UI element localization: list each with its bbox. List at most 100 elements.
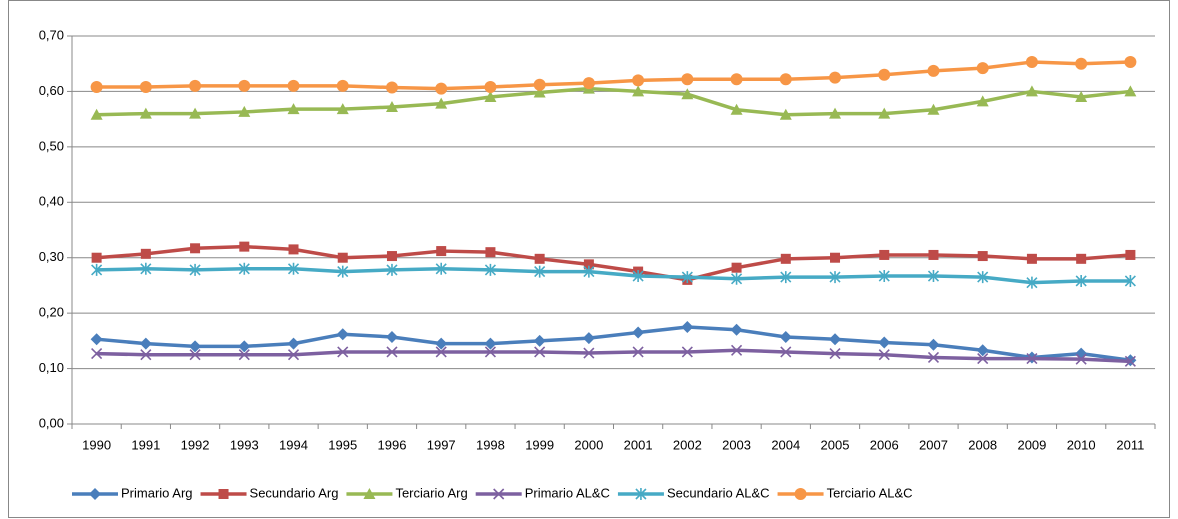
marker <box>582 332 595 345</box>
marker <box>287 337 300 350</box>
marker <box>830 252 841 263</box>
marker <box>239 241 250 252</box>
marker <box>681 88 694 100</box>
marker <box>485 247 496 258</box>
x-tick-label: 1997 <box>427 437 456 452</box>
y-tick-label: 0,60 <box>39 83 64 98</box>
marker <box>878 68 891 81</box>
marker <box>829 271 841 284</box>
marker <box>189 107 202 119</box>
marker <box>582 77 595 90</box>
marker <box>91 252 102 263</box>
marker <box>140 248 151 259</box>
marker <box>484 263 496 276</box>
marker <box>976 62 989 75</box>
marker <box>189 340 202 353</box>
marker <box>632 270 644 283</box>
marker <box>533 78 546 91</box>
legend-entry: Primario AL&C <box>475 485 610 500</box>
marker <box>780 253 791 264</box>
marker <box>484 346 496 358</box>
marker <box>218 489 229 499</box>
marker <box>436 246 447 257</box>
marker <box>287 262 300 275</box>
x-tick-label: 1999 <box>525 437 554 452</box>
marker <box>1026 276 1038 289</box>
marker <box>780 271 792 284</box>
marker <box>976 344 989 357</box>
marker <box>730 323 743 336</box>
marker <box>91 348 103 360</box>
marker <box>1025 56 1038 69</box>
marker <box>731 262 742 273</box>
y-tick-label: 0,10 <box>39 360 64 375</box>
marker <box>1124 85 1137 97</box>
x-tick-label: 1993 <box>230 437 259 452</box>
marker <box>976 95 989 107</box>
x-tick-label: 1992 <box>181 437 210 452</box>
x-tick-label: 2000 <box>574 437 603 452</box>
x-tick-label: 2001 <box>624 437 653 452</box>
marker <box>731 272 743 285</box>
marker <box>927 270 940 283</box>
legend-label: Primario AL&C <box>525 485 610 500</box>
marker <box>386 251 397 262</box>
marker <box>534 253 545 264</box>
marker <box>90 80 103 93</box>
marker <box>288 244 299 255</box>
marker <box>336 103 349 115</box>
legend-entry: Secundario Arg <box>200 485 338 500</box>
marker <box>583 265 595 278</box>
legend-label: Primario Arg <box>121 485 193 500</box>
marker <box>829 107 842 119</box>
marker <box>681 271 693 284</box>
x-tick-label: 1995 <box>328 437 357 452</box>
marker <box>1075 274 1087 287</box>
marker <box>1076 253 1087 264</box>
y-tick-label: 0,00 <box>39 415 64 430</box>
marker <box>794 488 807 500</box>
marker <box>385 330 398 343</box>
marker <box>337 346 349 358</box>
marker <box>238 79 251 92</box>
marker <box>1075 57 1088 70</box>
marker <box>879 249 890 260</box>
marker <box>435 262 447 275</box>
marker <box>385 100 398 112</box>
x-tick-label: 2007 <box>919 437 948 452</box>
marker <box>829 348 841 360</box>
marker <box>189 349 201 361</box>
marker <box>484 80 497 93</box>
marker <box>189 263 201 276</box>
marker <box>927 103 940 115</box>
marker <box>977 251 988 262</box>
marker <box>534 265 546 278</box>
x-tick-label: 2011 <box>1116 437 1144 452</box>
marker <box>336 328 349 341</box>
marker <box>1026 253 1037 264</box>
x-tick-label: 1990 <box>82 437 111 452</box>
marker <box>681 321 694 333</box>
marker <box>91 263 103 276</box>
legend-label: Terciario AL&C <box>827 485 913 500</box>
legend-entry: Primario Arg <box>72 485 193 500</box>
marker <box>238 262 250 275</box>
marker <box>386 263 398 276</box>
marker <box>238 105 251 117</box>
marker <box>632 85 645 97</box>
marker <box>139 337 152 350</box>
marker <box>533 334 546 347</box>
series-line <box>96 244 1131 282</box>
series-line <box>96 325 1131 362</box>
marker <box>779 330 792 343</box>
marker <box>435 337 448 350</box>
marker <box>928 249 939 260</box>
legend-label: Secundario AL&C <box>667 485 770 500</box>
y-tick-label: 0,70 <box>39 27 64 42</box>
marker <box>635 488 647 500</box>
series-line <box>96 267 1131 285</box>
marker <box>829 71 842 84</box>
x-tick-label: 2006 <box>870 437 899 452</box>
